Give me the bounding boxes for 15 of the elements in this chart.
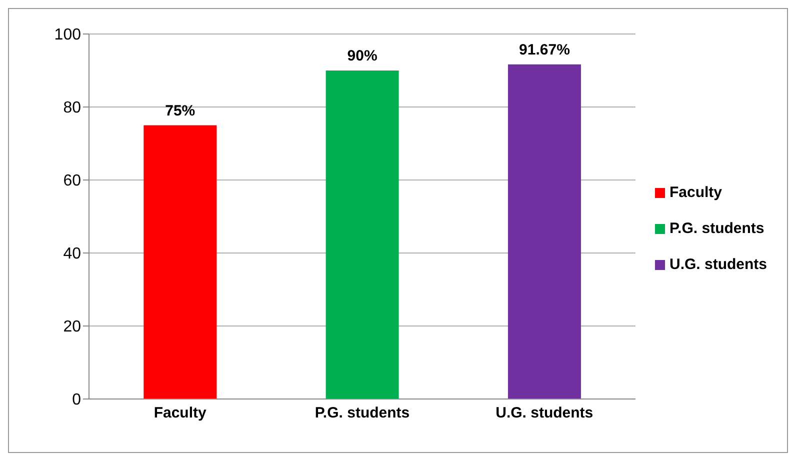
x-tick-label: Faculty — [154, 404, 207, 422]
y-tick-label: 20 — [63, 318, 82, 336]
x-tick-label: U.G. students — [496, 404, 594, 422]
y-tick-label: 80 — [63, 100, 82, 117]
y-tick-label: 40 — [63, 246, 82, 263]
legend-label: U.G. students — [669, 256, 767, 273]
y-tick-label: 0 — [72, 392, 82, 409]
x-tick-label: P.G. students — [314, 404, 410, 422]
legend-label: Faculty — [669, 184, 722, 201]
legend-label: P.G. students — [669, 220, 764, 237]
data-label: 75% — [165, 102, 196, 120]
y-tick-label: 100 — [54, 26, 82, 44]
y-tick-label: 60 — [63, 172, 82, 190]
data-label: 90% — [347, 48, 378, 64]
data-label: 91.67% — [519, 41, 570, 58]
